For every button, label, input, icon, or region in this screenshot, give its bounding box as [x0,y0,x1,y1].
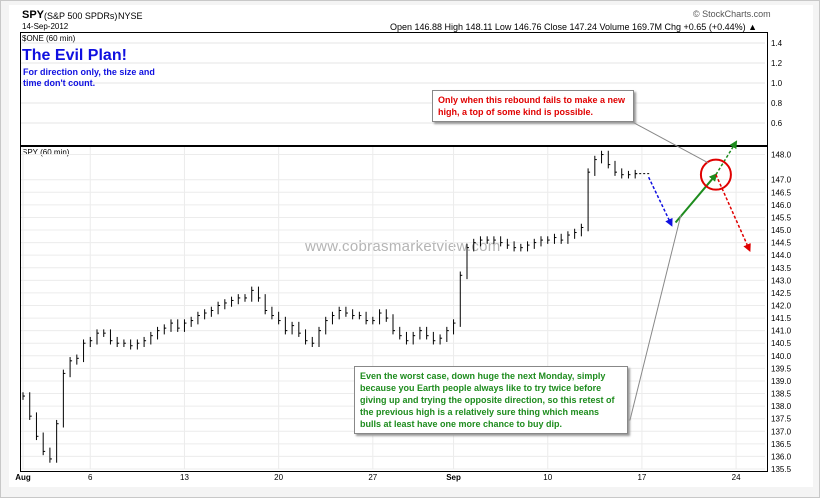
plan-subtitle: For direction only, the size and time do… [23,67,155,88]
date-label: 14-Sep-2012 [22,22,69,31]
main-y-tick-label: 139.0 [771,377,792,386]
main-y-tick-label: 145.5 [771,213,792,222]
x-tick-label: 13 [180,473,189,482]
exchange-label: NYSE [118,11,143,21]
main-y-tick-label: 146.0 [771,201,792,210]
main-y-tick-label: 136.0 [771,452,792,461]
main-y-tick-label: 137.0 [771,427,792,436]
pivot-circle [699,158,732,191]
x-tick-label: 27 [368,473,377,482]
green-note-callout: Even the worst case, down huge the next … [354,366,628,434]
x-tick-label: Aug [15,473,31,482]
ohlc-readout: Open 146.88 High 148.11 Low 146.76 Close… [390,22,757,32]
main-y-tick-label: 140.0 [771,352,792,361]
main-y-tick-label: 143.5 [771,264,792,273]
main-panel-label: SPY (60 min) [22,148,70,157]
main-y-tick-label: 141.5 [771,314,792,323]
symbol-label: SPY [22,9,45,21]
red-note-callout: Only when this rebound fails to make a n… [432,90,634,122]
main-y-tick-label: 136.5 [771,440,792,449]
red-note-pointer [600,117,709,164]
x-tick-label: 24 [732,473,741,482]
main-y-tick-label: 143.0 [771,276,792,285]
main-y-tick-label: 148.0 [771,151,792,160]
main-y-tick-label: 145.0 [771,226,792,235]
x-tick-label: 6 [88,473,93,482]
green-projection-arrow [715,140,738,176]
top-y-tick-label: 0.6 [771,119,783,128]
top-panel [20,32,768,146]
main-y-tick-label: 141.0 [771,327,792,336]
main-y-tick-label: 146.5 [771,188,792,197]
plan-title: The Evil Plan! [22,47,127,64]
main-y-tick-label: 147.0 [771,176,792,185]
stockcharts-credit: © StockCharts.com [693,9,771,19]
main-y-tick-label: 140.5 [771,339,792,348]
x-tick-label: 20 [274,473,283,482]
main-y-tick-label: 139.5 [771,364,792,373]
main-y-tick-label: 138.0 [771,402,792,411]
main-y-tick-label: 142.5 [771,289,792,298]
x-tick-label: Sep [446,473,461,482]
main-y-tick-label: 144.0 [771,251,792,260]
red-projection-arrow [715,174,751,252]
main-y-tick-label: 142.0 [771,301,792,310]
main-y-tick-label: 137.5 [771,415,792,424]
green-projection-arrow [674,173,718,224]
x-tick-label: 10 [543,473,552,482]
main-y-tick-label: 144.5 [771,239,792,248]
top-y-tick-label: 1.0 [771,79,783,88]
top-panel-label: $ONE (60 min) [22,34,76,43]
main-y-tick-label: 135.5 [771,465,792,474]
main-y-tick-label: 138.5 [771,390,792,399]
top-y-tick-label: 1.4 [771,39,783,48]
top-y-tick-label: 0.8 [771,99,783,108]
blue-projection-arrow [647,176,673,227]
top-y-tick-label: 1.2 [771,59,783,68]
x-tick-label: 17 [637,473,646,482]
symbol-description: (S&P 500 SPDRs) [44,11,118,21]
